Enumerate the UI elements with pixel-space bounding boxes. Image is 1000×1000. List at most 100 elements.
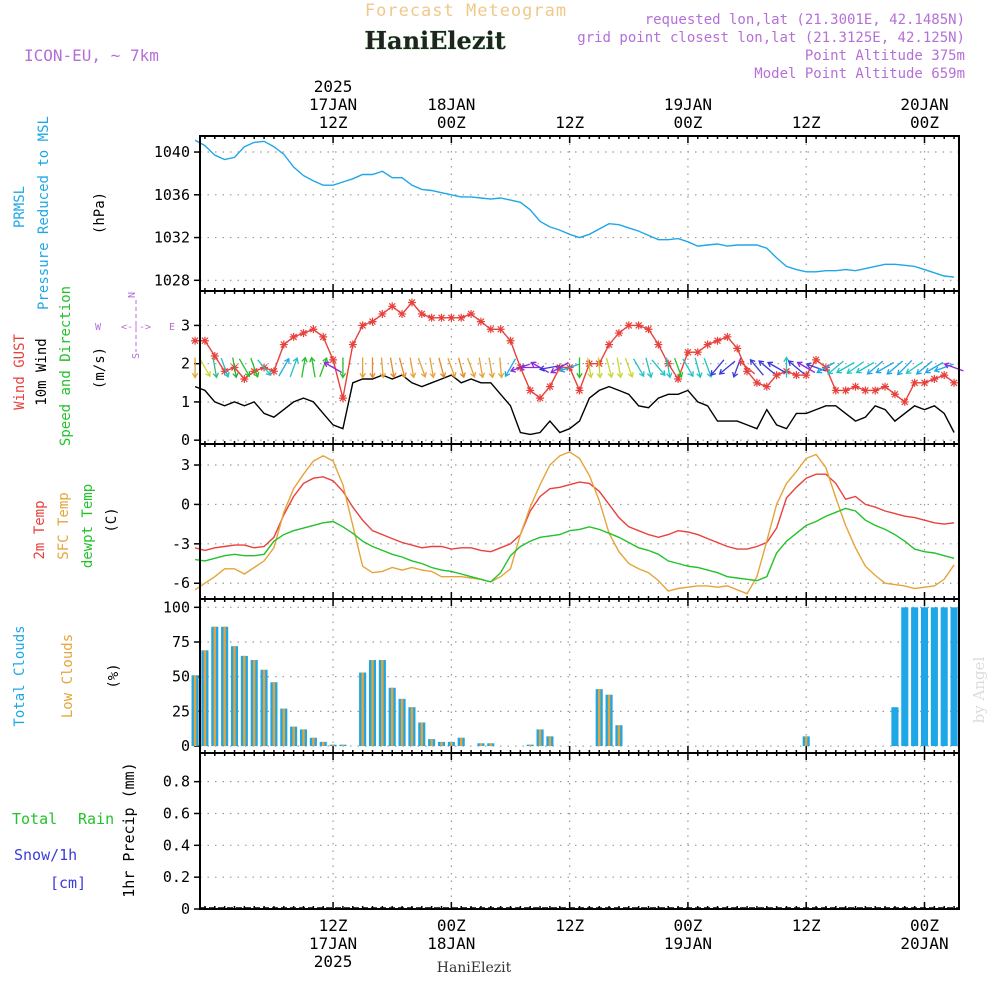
- wind-arrow: [497, 357, 505, 379]
- wind-arrow-shaft: [499, 357, 503, 378]
- wind-arrow: [624, 357, 634, 379]
- y-tick-label: 25: [172, 702, 190, 720]
- wind-arrow-shaft: [324, 361, 343, 374]
- compass-s: S: [131, 353, 142, 359]
- model-label: ICON-EU, ~ 7km: [24, 46, 159, 65]
- wind-arrow-shaft: [560, 363, 580, 372]
- wind-arrow: [875, 361, 895, 374]
- wind-arrow: [596, 357, 603, 379]
- gust-marker: [348, 340, 357, 349]
- gust-marker: [723, 332, 732, 341]
- wind-arrow: [645, 357, 654, 379]
- gust-marker: [378, 309, 387, 318]
- wind-arrow-shaft: [694, 357, 702, 378]
- y-tick-label: 3: [181, 456, 190, 474]
- gust-marker: [812, 355, 821, 364]
- wind-arrow: [289, 356, 299, 378]
- label-speed-direction: Speed and Direction: [58, 286, 74, 446]
- wind-arrow-shaft: [816, 361, 835, 374]
- wind-arrow-head: [915, 368, 922, 375]
- wind-arrow-head: [924, 367, 931, 374]
- wind-arrow-shaft: [886, 360, 904, 375]
- bottom-time-label: 12Z: [792, 916, 821, 935]
- label-total-clouds: Total Clouds: [12, 625, 28, 726]
- top-time-label: 2025: [314, 77, 353, 96]
- gust-marker: [940, 371, 949, 380]
- label-hpa: (hPa): [92, 192, 108, 234]
- wind-arrow: [674, 357, 684, 379]
- wind-arrow: [576, 357, 583, 379]
- wind-arrow-shaft: [417, 357, 426, 378]
- wind-arrow-shaft: [438, 357, 445, 378]
- y-tick-label: 1032: [154, 229, 190, 247]
- panel-precip: 0 0.2 0.4 0.6 0.8: [163, 752, 960, 918]
- wind-arrow-head: [732, 371, 739, 379]
- low-cloud-bar: [243, 655, 246, 747]
- gust-marker: [200, 336, 209, 345]
- y-tick-label: -6: [172, 574, 190, 592]
- wind-arrow-head: [400, 372, 407, 379]
- panel-pressure: 1028 1032 1036 1040: [154, 135, 960, 292]
- wind-arrow-shaft: [398, 357, 406, 378]
- wind-arrow-shaft: [301, 357, 306, 378]
- low-cloud-bar: [361, 672, 364, 747]
- low-cloud-bar: [193, 675, 197, 747]
- gust-marker: [457, 313, 466, 322]
- bottom-time-label: 12Z: [555, 916, 584, 935]
- compass-rose: N <-|-> W E S: [95, 292, 175, 359]
- gust-marker: [398, 309, 407, 318]
- compass-e: E: [169, 322, 175, 333]
- wind-arrow-shaft: [916, 360, 933, 375]
- label-pressure-msl: Pressure Reduced to MSL: [36, 116, 52, 310]
- wind-arrow: [665, 357, 673, 379]
- wind-arrow-head: [322, 356, 329, 364]
- low-cloud-bar: [292, 726, 295, 747]
- total-cloud-bar: [940, 607, 948, 747]
- wind-arrow-shaft: [665, 357, 671, 378]
- wind-arrow-head: [205, 371, 211, 378]
- gust-marker: [210, 352, 219, 361]
- panel-clouds: 0 25 50 75 100: [163, 598, 960, 755]
- wind-arrow-head: [943, 362, 950, 369]
- wind-arrow-shaft: [674, 357, 683, 378]
- gust-marker: [191, 336, 200, 345]
- wind-arrow: [710, 359, 725, 377]
- gust-marker: [861, 386, 870, 395]
- wind-arrow-shaft: [719, 360, 736, 375]
- y-tick-label: 0.8: [163, 773, 190, 791]
- wind-arrow-head: [766, 361, 774, 368]
- wind-arrow: [586, 357, 594, 379]
- wind-arrow-shaft: [457, 357, 465, 378]
- wind-arrow: [933, 363, 954, 373]
- low-cloud-bar: [548, 736, 552, 747]
- y-tick-label: 100: [163, 598, 190, 616]
- wind-arrow: [199, 358, 211, 378]
- label-wind-gust: Wind GUST: [12, 334, 28, 410]
- wind-arrow-shaft: [488, 357, 494, 378]
- gust-marker: [269, 367, 278, 376]
- wind-arrow-head: [805, 362, 812, 369]
- wind-arrow: [694, 357, 703, 379]
- panel-frame: [199, 752, 960, 910]
- wind-arrow: [278, 357, 290, 377]
- gust-marker: [368, 317, 377, 326]
- wind-arrow-head: [718, 368, 725, 375]
- wind-arrow-head: [390, 372, 397, 379]
- gust-marker: [289, 332, 298, 341]
- low-cloud-bar: [617, 725, 621, 747]
- gust-marker: [910, 378, 919, 387]
- wind-arrow: [389, 357, 397, 379]
- wind-arrow-head: [758, 360, 765, 367]
- gust-marker: [467, 309, 476, 318]
- wind-arrow: [250, 357, 260, 379]
- wind-arrow-shaft: [409, 357, 415, 378]
- low-cloud-bar: [489, 743, 492, 747]
- wind-arrow-head: [309, 356, 316, 363]
- low-cloud-bar: [282, 708, 285, 747]
- wind-arrow: [429, 357, 436, 379]
- low-cloud-bar: [302, 729, 305, 747]
- wind-arrow-shaft: [767, 361, 786, 374]
- wind-arrow-shaft: [220, 357, 229, 378]
- wind-arrow: [896, 359, 913, 376]
